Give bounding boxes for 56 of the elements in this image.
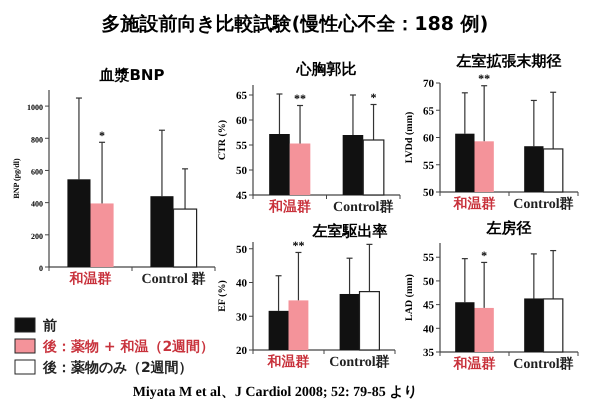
y-tick-label: 400 xyxy=(31,200,43,209)
y-tick-label: 60 xyxy=(423,132,434,144)
chart-title: 左室拡張末期径 xyxy=(456,52,562,70)
y-axis-title: LVDd (mm) xyxy=(404,112,415,164)
y-tick-label: 55 xyxy=(423,160,434,172)
chart-title: 左房径 xyxy=(486,219,532,237)
y-tick-label: 50 xyxy=(236,165,248,177)
x-tick-label: 和温群 xyxy=(452,356,496,372)
y-tick-label: 40 xyxy=(236,278,248,290)
y-axis-title: LAD (mm) xyxy=(404,274,415,321)
y-tick-label: 50 xyxy=(423,276,434,288)
y-tick-label: 50 xyxy=(236,244,248,256)
y-axis-title: EF (%) xyxy=(217,280,228,312)
y-tick-label: 40 xyxy=(423,323,434,336)
x-tick-label: Control群 xyxy=(513,196,574,212)
y-tick-label: 55 xyxy=(423,252,434,264)
y-tick-label: 65 xyxy=(236,90,248,102)
x-tick-label: Control群 xyxy=(329,354,390,370)
y-tick-label: 0 xyxy=(39,264,43,273)
x-tick-label: Control群 xyxy=(333,199,394,215)
y-tick-label: 200 xyxy=(31,232,43,241)
annotation: ** xyxy=(292,238,304,252)
y-axis-title: CTR (%) xyxy=(217,120,228,160)
y-tick-label: 45 xyxy=(236,190,248,202)
y-tick-label: 35 xyxy=(423,347,434,359)
x-tick-label: 和温群 xyxy=(268,199,311,215)
y-tick-label: 55 xyxy=(236,140,248,152)
chart-title: 左室駆出率 xyxy=(312,222,388,240)
y-tick-label: 30 xyxy=(236,311,248,324)
y-tick-label: 70 xyxy=(423,78,434,90)
text: Miyata M et al、J Cardiol 2008; 52: 79-85 より xyxy=(132,385,418,400)
legend-label: 前 xyxy=(42,318,57,334)
y-tick-label: 600 xyxy=(31,167,43,176)
annotation: ** xyxy=(478,72,490,86)
y-tick-label: 45 xyxy=(423,300,434,312)
annotation: * xyxy=(370,90,377,104)
legend-label: 後：薬物 + 和温（2週間） xyxy=(42,339,214,355)
y-tick-label: 65 xyxy=(423,105,434,118)
y-tick-label: 60 xyxy=(236,115,248,127)
y-tick-label: 20 xyxy=(236,345,248,357)
chart-title: 心胸郭比 xyxy=(296,60,356,78)
x-tick-label: Control群 xyxy=(513,356,574,372)
x-tick-label: 和温群 xyxy=(266,354,310,370)
annotation: ** xyxy=(294,92,306,106)
y-tick-label: 50 xyxy=(423,187,434,199)
chart-title: 血漿BNP xyxy=(98,66,164,84)
y-axis-title: BNP (pg/dl) xyxy=(12,158,21,199)
y-tick-label: 800 xyxy=(31,135,43,144)
annotation: * xyxy=(99,128,106,142)
x-tick-label: 和温群 xyxy=(68,271,112,287)
text: 多施設前向き比較試験(慢性心不全：188 例) xyxy=(102,13,488,35)
x-tick-label: Control 群 xyxy=(142,271,206,287)
y-tick-label: 1000 xyxy=(27,103,43,112)
annotation: * xyxy=(481,248,488,262)
x-tick-label: 和温群 xyxy=(452,196,496,212)
legend-label: 後：薬物のみ（2週間） xyxy=(42,360,193,376)
